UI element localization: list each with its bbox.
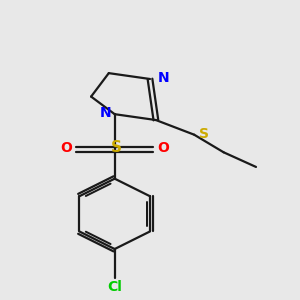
Text: S: S: [111, 140, 122, 155]
Text: S: S: [199, 127, 208, 141]
Text: O: O: [158, 141, 169, 155]
Text: N: N: [100, 106, 112, 120]
Text: O: O: [60, 141, 72, 155]
Text: Cl: Cl: [107, 280, 122, 294]
Text: N: N: [158, 70, 169, 85]
